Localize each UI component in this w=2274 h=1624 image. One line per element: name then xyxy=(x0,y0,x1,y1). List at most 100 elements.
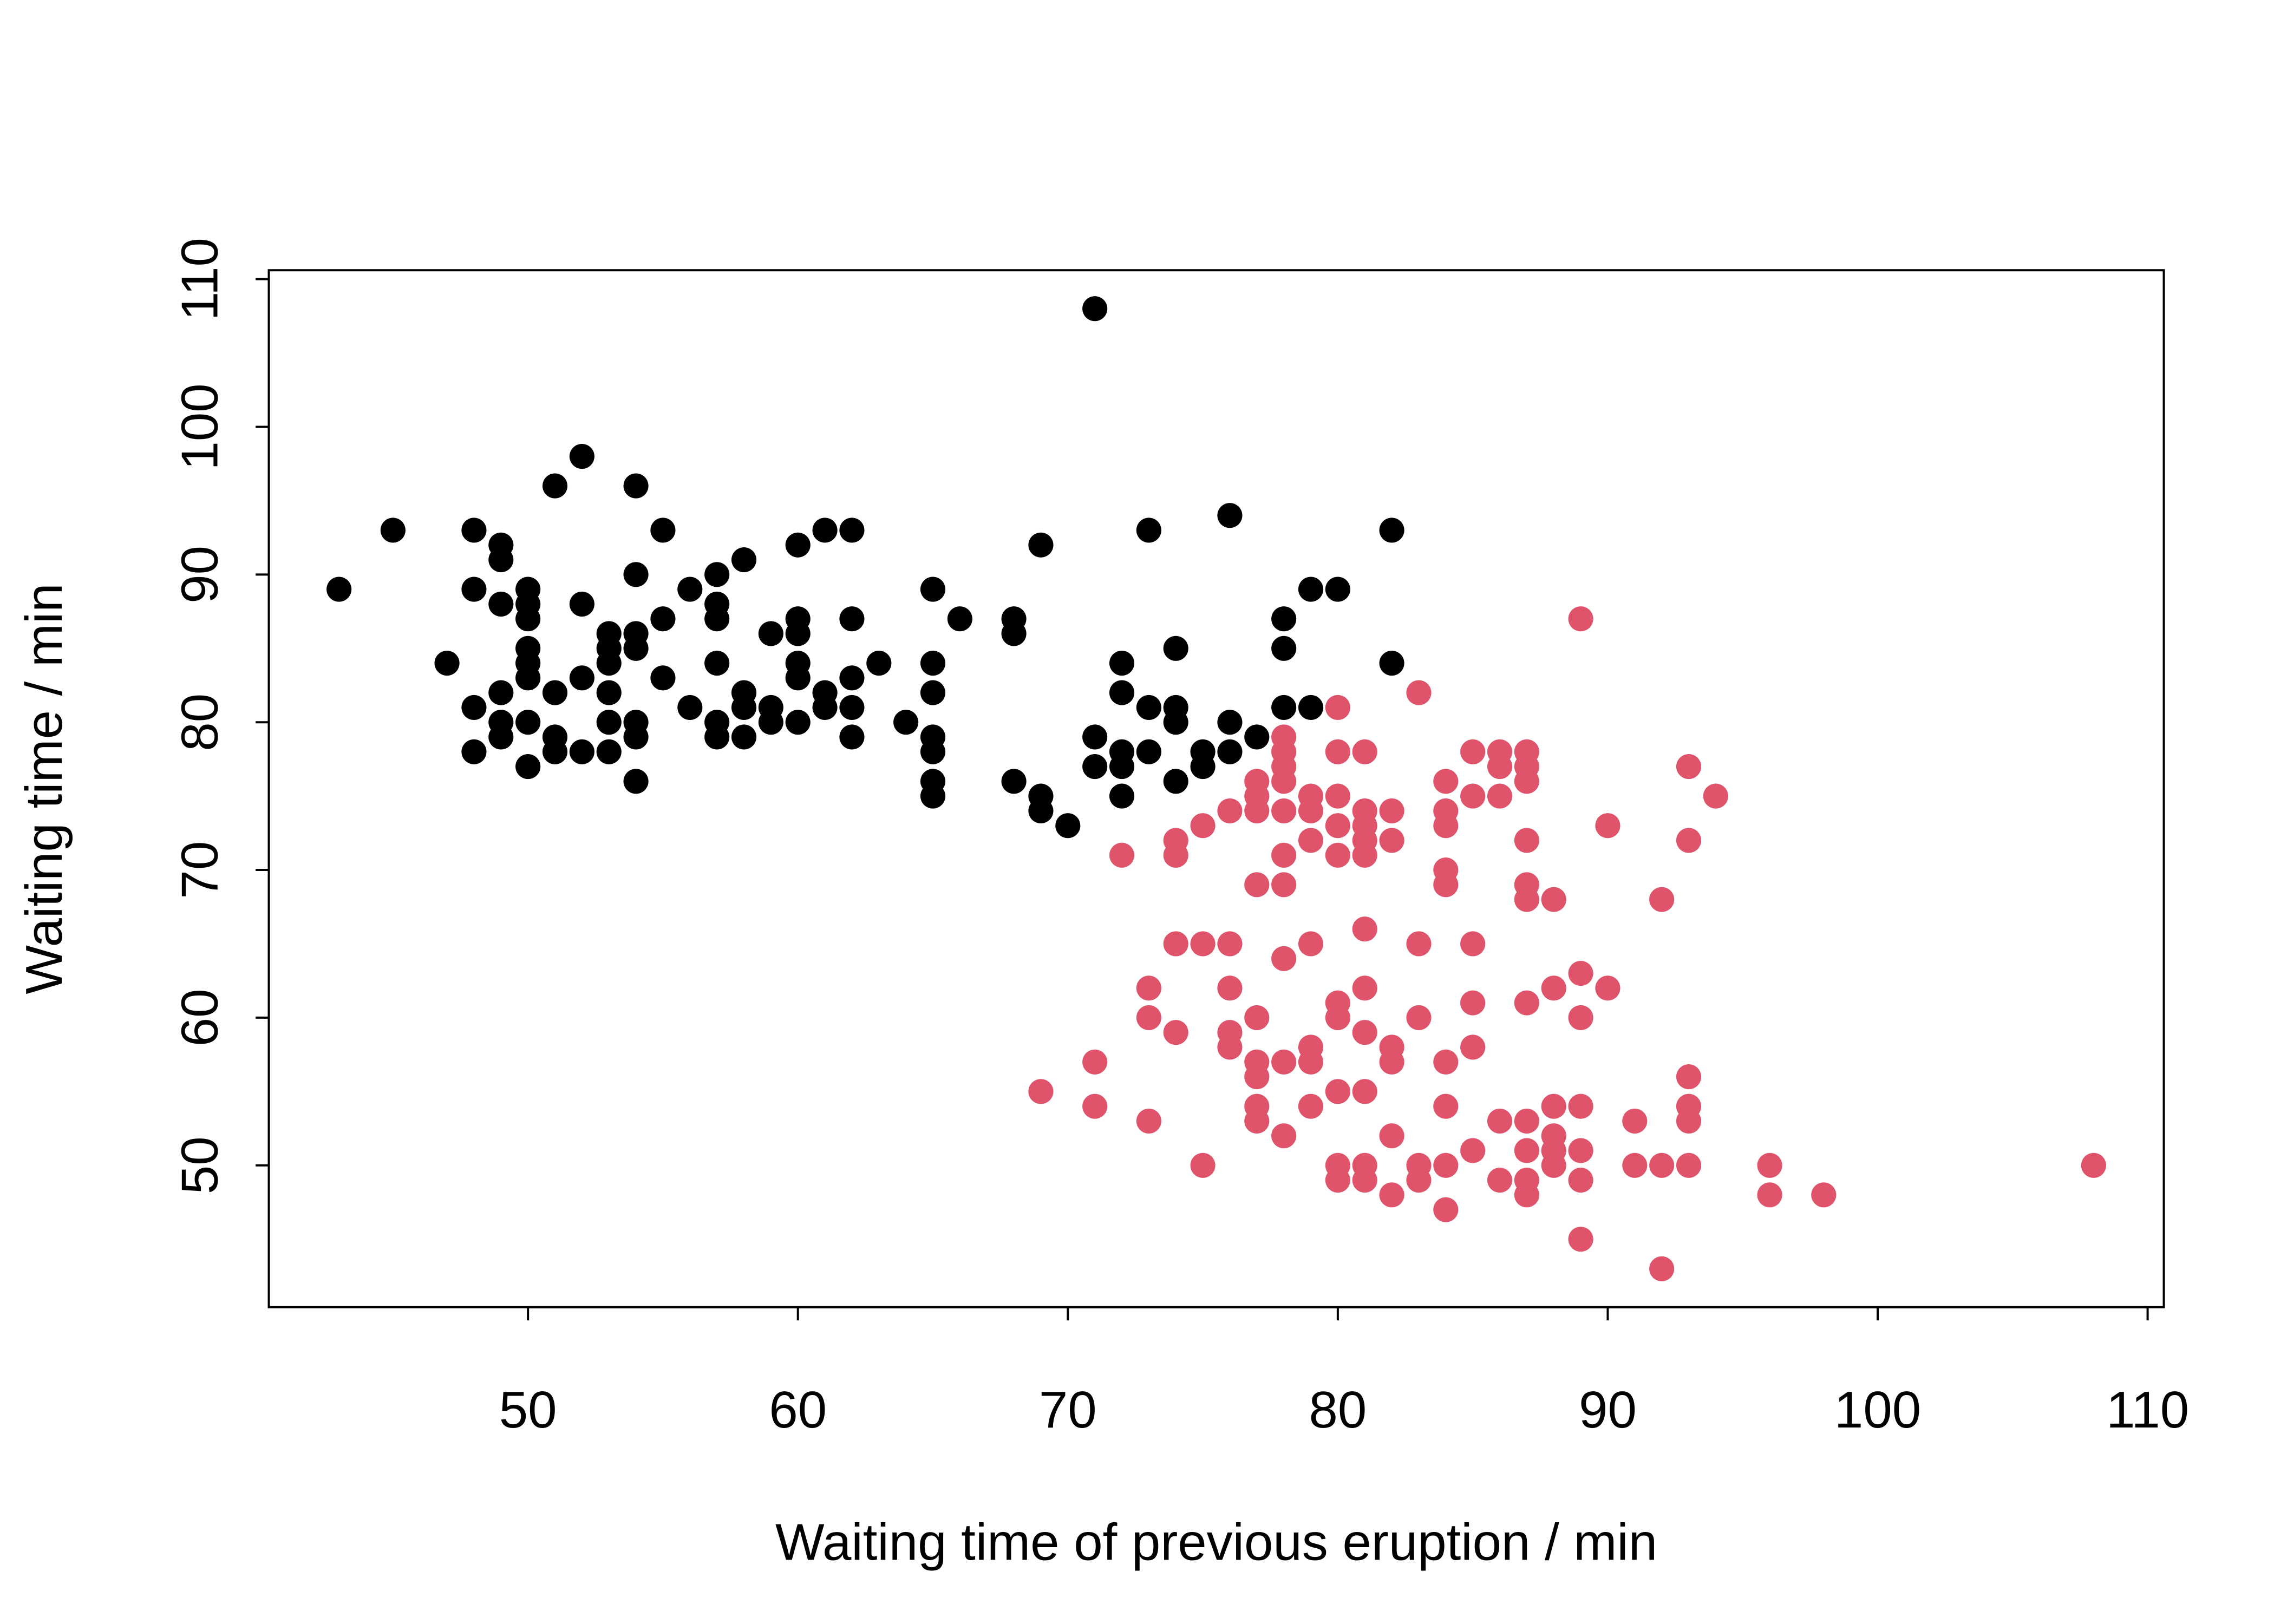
scatter-point-series-1 xyxy=(839,724,865,750)
scatter-point-series-2 xyxy=(1379,828,1404,853)
scatter-point-series-2 xyxy=(1514,1138,1539,1163)
scatter-point-series-1 xyxy=(839,695,865,720)
scatter-point-series-1 xyxy=(1055,813,1081,839)
scatter-point-series-1 xyxy=(461,518,487,543)
y-tick-label: 110 xyxy=(171,238,229,320)
scatter-point-series-1 xyxy=(920,783,946,809)
scatter-point-series-2 xyxy=(1271,946,1297,971)
scatter-point-series-2 xyxy=(1244,798,1270,823)
scatter-point-series-2 xyxy=(1298,1049,1324,1075)
scatter-point-series-2 xyxy=(1487,783,1513,809)
scatter-point-series-2 xyxy=(1433,1093,1459,1119)
scatter-point-series-2 xyxy=(1541,887,1566,912)
scatter-point-series-2 xyxy=(1082,1093,1108,1119)
scatter-point-series-2 xyxy=(1298,828,1324,853)
scatter-point-series-2 xyxy=(1244,1064,1270,1090)
scatter-point-series-2 xyxy=(1325,783,1350,809)
scatter-point-series-2 xyxy=(1325,1005,1350,1030)
scatter-point-series-2 xyxy=(1568,1005,1593,1030)
scatter-point-series-1 xyxy=(1217,739,1243,764)
scatter-point-series-1 xyxy=(1244,724,1270,750)
scatter-point-series-2 xyxy=(1460,1034,1486,1060)
scatter-point-series-2 xyxy=(1406,931,1432,957)
scatter-point-series-2 xyxy=(1622,1108,1648,1134)
scatter-point-series-1 xyxy=(704,562,730,587)
scatter-point-series-2 xyxy=(1325,1079,1350,1104)
scatter-point-series-1 xyxy=(704,606,730,632)
scatter-point-series-2 xyxy=(1460,783,1486,809)
scatter-point-series-1 xyxy=(1298,695,1324,720)
scatter-point-series-1 xyxy=(1217,710,1243,735)
scatter-point-series-2 xyxy=(1163,1020,1188,1045)
scatter-point-series-1 xyxy=(326,577,352,602)
scatter-point-series-2 xyxy=(1649,1152,1675,1178)
scatter-point-series-1 xyxy=(434,650,460,676)
scatter-point-series-1 xyxy=(515,710,541,735)
scatter-point-series-2 xyxy=(1757,1182,1782,1208)
scatter-point-series-2 xyxy=(1703,783,1728,809)
scatter-point-series-1 xyxy=(569,739,594,764)
scatter-point-series-1 xyxy=(731,695,757,720)
scatter-point-series-2 xyxy=(1568,1227,1593,1252)
scatter-point-series-2 xyxy=(1541,1152,1566,1178)
scatter-point-series-1 xyxy=(596,739,622,764)
scatter-point-series-2 xyxy=(1487,1108,1513,1134)
scatter-point-series-1 xyxy=(515,606,541,632)
x-tick-label: 80 xyxy=(1309,1381,1367,1439)
scatter-point-series-1 xyxy=(731,724,757,750)
scatter-point-series-1 xyxy=(1271,606,1297,632)
scatter-point-series-1 xyxy=(1109,680,1135,705)
scatter-point-series-1 xyxy=(596,680,622,705)
y-tick-label: 100 xyxy=(171,383,229,470)
x-tick-label: 70 xyxy=(1039,1381,1097,1439)
data-points xyxy=(326,296,2106,1281)
scatter-point-series-2 xyxy=(1433,1197,1459,1222)
scatter-point-series-1 xyxy=(1325,577,1350,602)
scatter-point-series-1 xyxy=(569,591,594,617)
scatter-point-series-1 xyxy=(839,665,865,691)
scatter-point-series-2 xyxy=(1352,1079,1377,1104)
scatter-point-series-2 xyxy=(1676,828,1702,853)
scatter-point-series-1 xyxy=(677,695,703,720)
scatter-point-series-1 xyxy=(380,518,406,543)
scatter-point-series-2 xyxy=(1271,1123,1297,1149)
scatter-point-series-2 xyxy=(1568,1093,1593,1119)
scatter-point-series-1 xyxy=(515,754,541,780)
scatter-point-series-1 xyxy=(1109,754,1135,780)
scatter-point-series-1 xyxy=(1082,754,1108,780)
scatter-point-series-2 xyxy=(1244,1108,1270,1134)
y-tick-label: 50 xyxy=(171,1136,229,1194)
scatter-point-series-2 xyxy=(1028,1079,1054,1104)
scatter-point-series-1 xyxy=(488,724,514,750)
scatter-point-series-2 xyxy=(1568,960,1593,986)
scatter-point-series-2 xyxy=(1595,975,1620,1001)
scatter-point-series-1 xyxy=(920,680,946,705)
scatter-point-series-1 xyxy=(650,606,676,632)
scatter-point-series-2 xyxy=(1136,1108,1161,1134)
scatter-point-series-2 xyxy=(1352,975,1377,1001)
scatter-point-series-1 xyxy=(920,577,946,602)
scatter-point-series-2 xyxy=(1514,769,1539,794)
scatter-point-series-2 xyxy=(1406,1005,1432,1030)
scatter-point-series-1 xyxy=(596,650,622,676)
scatter-point-series-1 xyxy=(1163,636,1188,661)
scatter-point-series-1 xyxy=(1379,650,1404,676)
scatter-point-series-1 xyxy=(461,695,487,720)
scatter-point-series-1 xyxy=(1109,783,1135,809)
scatter-point-series-2 xyxy=(1676,1108,1702,1134)
scatter-point-series-2 xyxy=(1514,828,1539,853)
scatter-point-series-2 xyxy=(1757,1152,1782,1178)
scatter-point-series-2 xyxy=(1406,1168,1432,1193)
y-tick-label: 60 xyxy=(171,989,229,1047)
scatter-point-series-1 xyxy=(1136,695,1161,720)
scatter-point-series-2 xyxy=(1433,813,1459,839)
scatter-point-series-1 xyxy=(920,650,946,676)
scatter-point-series-1 xyxy=(623,636,649,661)
scatter-point-series-2 xyxy=(1352,842,1377,868)
scatter-point-series-1 xyxy=(542,473,568,499)
scatter-point-series-2 xyxy=(1163,931,1188,957)
scatter-point-series-2 xyxy=(1271,842,1297,868)
scatter-point-series-2 xyxy=(1325,842,1350,868)
